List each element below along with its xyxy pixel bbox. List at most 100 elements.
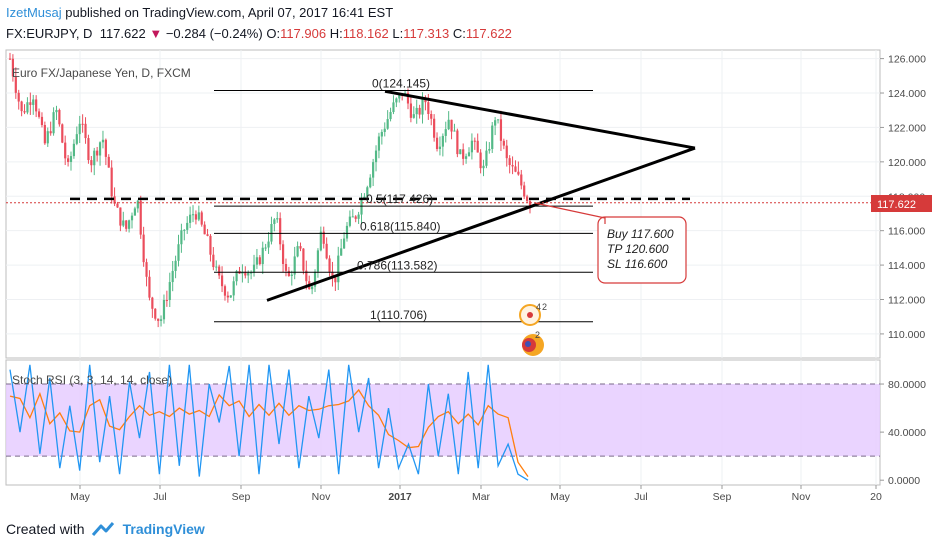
candle-body [331,271,334,278]
candle-body [444,129,447,136]
author-link[interactable]: IzetMusaj [6,5,62,20]
y-tick-label: 112.000 [888,294,925,306]
candle-body [494,120,497,126]
candle-body [351,216,354,218]
candle-body [11,58,15,77]
candle-body [32,99,35,105]
candle-body [61,124,64,143]
candle-body [476,140,479,153]
candle-body [168,282,171,301]
candle-body [290,274,293,276]
symbol-label[interactable]: FX:EURJPY, D [6,26,93,41]
candle-body [162,299,166,320]
candle-body [470,140,473,153]
close-value: 117.622 [465,26,512,41]
tradingview-brand[interactable]: TradingView [122,521,205,537]
open-label: O: [266,26,281,41]
candle-body [505,145,508,159]
candle-body [337,255,340,283]
candle-body [37,111,41,117]
candle-body [194,214,198,220]
candle-body [525,196,529,202]
candle-body [433,118,436,138]
candle-body [424,99,427,103]
fib-label-0: 0(124.145) [372,77,430,91]
candle-body [284,264,288,271]
last-price: 117.622 [99,26,146,41]
candle-body [98,142,102,156]
candle-body [250,272,253,274]
candle-body [258,257,261,265]
candle-body [177,244,180,261]
candle-body [157,318,160,321]
stoch-y-tick-label: 80.0000 [888,379,926,391]
candle-body [116,203,119,208]
candle-body [281,244,285,265]
candle-body [389,112,392,120]
candle-body [418,107,421,115]
candle-body [345,225,349,239]
candle-body [523,185,526,197]
candle-body [191,214,195,216]
candle-body [43,125,46,144]
x-tick-label: Sep [232,491,251,503]
price-pane-title: Euro FX/Japanese Yen, D, FXCM [12,66,191,80]
candle-body [218,266,221,276]
svg-text:2: 2 [535,330,540,340]
candle-body [104,139,107,157]
candle-body [55,109,58,113]
candle-body [488,149,491,151]
svg-text:2: 2 [542,302,547,312]
candle-body [287,270,290,276]
candle-body [482,165,485,169]
candle-body [421,99,424,115]
candle-body [296,246,299,257]
stoch-y-tick-label: 40.0000 [888,427,926,439]
candle-body [348,216,351,226]
candle-body [354,216,357,219]
candle-body [517,171,520,175]
candle-body [261,247,264,265]
candle-body [508,158,511,166]
candle-body [395,98,398,103]
y-tick-label: 122.000 [888,122,926,134]
candle-body [165,299,168,301]
stoch-overbought-band [6,384,880,457]
candle-body [386,119,389,129]
publish-line: IzetMusaj published on TradingView.com, … [6,5,393,20]
candle-body [209,235,212,255]
y-tick-label: 116.000 [888,226,925,238]
candle-body [90,160,93,166]
y-tick-label: 124.000 [888,88,926,100]
candle-body [220,275,224,287]
candle-body [520,174,523,186]
candle-body [316,250,320,272]
candle-body [113,196,116,204]
x-tick-label: Nov [312,491,331,503]
y-tick-label: 114.000 [888,260,925,272]
high-value: 118.162 [342,26,389,41]
candle-body [23,111,26,113]
candle-body [159,319,163,321]
stoch-d-line [9,388,529,477]
event-flag-icon[interactable]: 2 [522,330,544,356]
candle-body [183,229,186,231]
candle-body [427,102,430,115]
fib-label-0-786: 0.786(113.582) [357,258,438,272]
publish-info: published on TradingView.com, April 07, … [65,5,394,20]
trade-callout[interactable] [597,216,687,284]
candle-body [462,149,465,159]
candle-body [464,156,468,159]
candle-body [96,150,99,156]
candle-body [145,262,148,277]
earnings-marker-icon[interactable]: 4 2 [519,302,547,326]
candle-body [435,137,439,149]
x-tick-label: Jul [634,491,647,503]
open-value: 117.906 [280,26,327,41]
triangle-lower-line [266,146,696,302]
candle-body [502,140,505,146]
candle-body [392,102,395,113]
x-tick-label: Nov [792,491,811,503]
candle-body [491,125,494,150]
